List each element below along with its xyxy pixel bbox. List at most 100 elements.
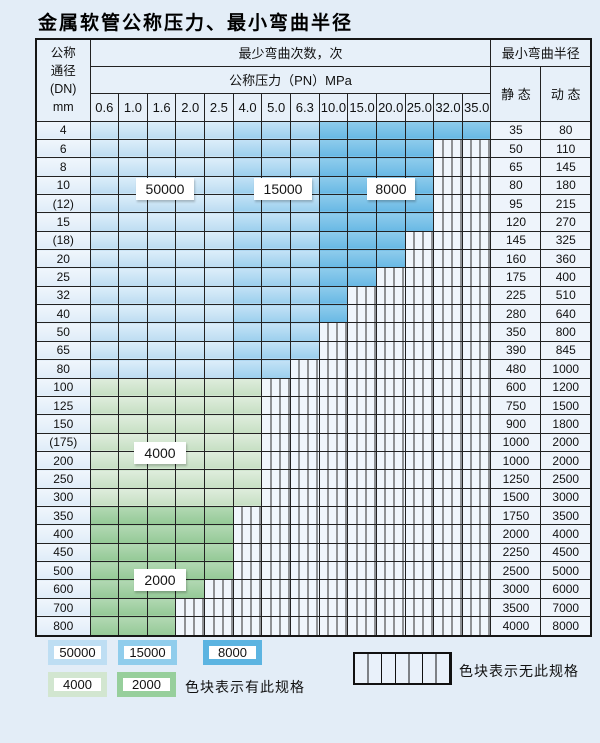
cell-available [289, 157, 320, 177]
cell-not-available [347, 597, 377, 618]
cell-not-available [461, 395, 492, 416]
cell-available [204, 249, 234, 269]
cell-available [89, 450, 120, 471]
static-radius-cell: 80 [490, 175, 542, 195]
cell-available [118, 359, 148, 379]
header-row-2: 公称压力（PN）MPa 静 态 动 态 [36, 65, 592, 122]
cell-not-available [318, 524, 349, 544]
cell-not-available [289, 432, 320, 452]
cell-not-available [375, 322, 406, 342]
dn-cell: 150 [35, 414, 91, 434]
dn-cell: 350 [35, 506, 91, 526]
cell-available [89, 138, 120, 159]
cell-available [204, 395, 234, 416]
cell-available [118, 267, 148, 287]
table-row: 400 2000 4000 [35, 524, 592, 544]
bend-cycles-header: 最少弯曲次数，次 [89, 38, 492, 67]
cell-available [318, 267, 349, 287]
static-radius-cell: 390 [490, 340, 542, 361]
cell-available [289, 267, 320, 287]
cell-not-available [375, 616, 406, 637]
cell-available [318, 230, 349, 251]
cell-not-available [375, 450, 406, 471]
table-row: (18) 145 325 [35, 230, 592, 251]
cell-not-available [347, 395, 377, 416]
cell-not-available [318, 542, 349, 563]
cycle-count-label: 4000 [134, 442, 186, 464]
cell-not-available [461, 157, 492, 177]
dynamic-radius-cell: 3000 [540, 487, 592, 508]
radius-header: 最小弯曲半径 [490, 38, 592, 67]
cell-not-available [289, 597, 320, 618]
cell-not-available [347, 322, 377, 342]
static-radius-cell: 35 [490, 120, 542, 140]
cell-available [232, 432, 263, 452]
cell-not-available [289, 414, 320, 434]
cell-available [289, 230, 320, 251]
static-radius-cell: 900 [490, 414, 542, 434]
dn-cell: 6 [35, 138, 91, 159]
cell-available [89, 157, 120, 177]
cell-not-available [461, 340, 492, 361]
dynamic-radius-cell: 5000 [540, 561, 592, 581]
cell-available [175, 542, 206, 563]
static-radius-cell: 600 [490, 377, 542, 397]
cell-not-available [318, 377, 349, 397]
cell-not-available [347, 414, 377, 434]
cell-available [318, 138, 349, 159]
cell-not-available [433, 359, 463, 379]
dn-cell: 40 [35, 304, 91, 324]
cell-not-available [404, 506, 435, 526]
cell-not-available [375, 597, 406, 618]
cell-available [89, 432, 120, 452]
cell-available [175, 524, 206, 544]
cell-not-available [261, 469, 291, 489]
cell-available [89, 322, 120, 342]
table-row: 65 390 845 [35, 340, 592, 361]
cell-not-available [433, 469, 463, 489]
cell-not-available [347, 524, 377, 544]
cell-not-available [347, 469, 377, 489]
cell-available [232, 377, 263, 397]
cell-available [232, 249, 263, 269]
cell-available [375, 138, 406, 159]
dynamic-radius-cell: 400 [540, 267, 592, 287]
cell-available [89, 487, 120, 508]
cell-not-available [461, 304, 492, 324]
cell-available [175, 487, 206, 508]
cell-available [118, 212, 148, 232]
pressure-col-header: 32.0 [433, 92, 463, 122]
cell-available [289, 212, 320, 232]
cell-available [204, 267, 234, 287]
cell-available [146, 285, 177, 306]
dn-cell: 400 [35, 524, 91, 544]
cell-available [204, 212, 234, 232]
cell-available [89, 579, 120, 599]
cell-not-available [261, 450, 291, 471]
static-radius-cell: 1500 [490, 487, 542, 508]
cell-available [232, 157, 263, 177]
cell-not-available [318, 506, 349, 526]
dn-cell: 15 [35, 212, 91, 232]
cell-available [318, 120, 349, 140]
cell-available [146, 138, 177, 159]
cell-available [146, 359, 177, 379]
cell-not-available [461, 542, 492, 563]
table-row: 300 1500 3000 [35, 487, 592, 508]
cell-not-available [461, 193, 492, 214]
header-row-1: 公称 通径 (DN) mm 最少弯曲次数，次 最小弯曲半径 [35, 38, 592, 122]
cell-not-available [433, 322, 463, 342]
legend-swatch-8000: 8000 [203, 640, 262, 665]
cell-available [204, 157, 234, 177]
static-radius-cell: 1750 [490, 506, 542, 526]
cell-available [118, 487, 148, 508]
static-radius-cell: 280 [490, 304, 542, 324]
cell-not-available [347, 506, 377, 526]
cell-not-available [347, 487, 377, 508]
cell-available [347, 157, 377, 177]
legend-unavailable-note: 色块表示无此规格 [459, 663, 579, 679]
cell-available [404, 157, 435, 177]
dynamic-radius-cell: 6000 [540, 579, 592, 599]
cell-not-available [433, 524, 463, 544]
cell-not-available [461, 212, 492, 232]
